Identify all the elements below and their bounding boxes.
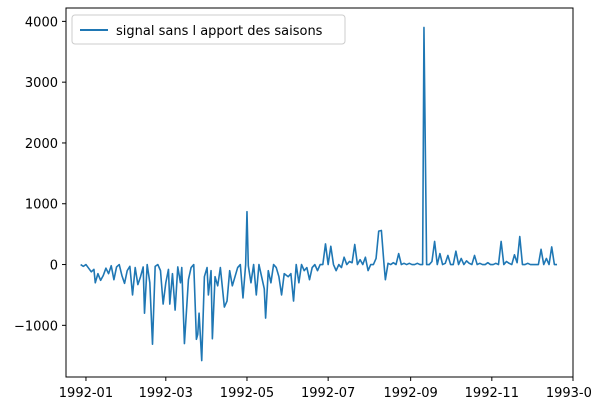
y-tick-label: 4000 xyxy=(25,15,58,30)
axes: 1992-01 1992-03 1992-05 1992-07 1992-09 1992-… xyxy=(14,7,592,401)
x-tick-label: 1992-09 xyxy=(383,386,437,401)
axes-frame xyxy=(65,7,574,378)
y-tick-label: 2000 xyxy=(25,137,58,152)
plot-area xyxy=(80,26,558,362)
y-tick-label: −1000 xyxy=(14,319,58,334)
legend: signal sans l apport des saisons xyxy=(71,14,346,45)
x-tick-label: 1993-01 xyxy=(546,386,592,401)
x-tick-label: 1992-07 xyxy=(301,386,355,401)
legend-label: signal sans l apport des saisons xyxy=(116,24,323,39)
x-tick-label: 1992-05 xyxy=(220,386,274,401)
series-line-0 xyxy=(80,26,558,362)
x-tick-label: 1992-03 xyxy=(139,386,193,401)
y-tick-label: 3000 xyxy=(25,76,58,91)
legend-box xyxy=(71,14,346,45)
y-tick-label: 0 xyxy=(50,259,58,274)
y-tick-label: 1000 xyxy=(25,198,58,213)
x-tick-label: 1992-11 xyxy=(465,386,519,401)
x-tick-label: 1992-01 xyxy=(59,386,113,401)
